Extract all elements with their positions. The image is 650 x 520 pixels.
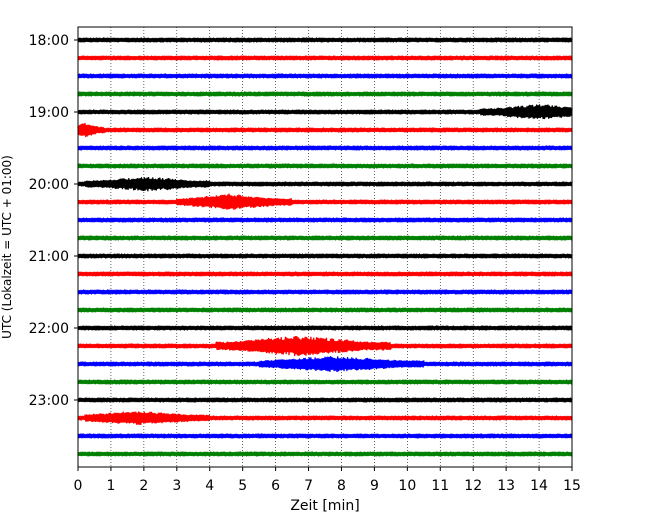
- x-tick-label: 13: [497, 478, 515, 494]
- x-tick-label: 8: [337, 478, 346, 494]
- y-axis-title: UTC (Lokalzeit = UTC + 01:00): [0, 155, 14, 339]
- trace-line: [77, 91, 573, 97]
- x-tick-label: 2: [139, 478, 148, 494]
- trace-line: [77, 145, 573, 151]
- y-axis-ticks: 18:00 19:00 20:00 21:00 22:00 23:00: [29, 33, 78, 409]
- trace-line: [77, 73, 573, 79]
- trace-line: [77, 37, 573, 43]
- trace-line: [77, 451, 573, 457]
- x-tick-label: 7: [304, 478, 313, 494]
- x-tick-label: 4: [205, 478, 214, 494]
- trace-line: [77, 356, 573, 373]
- y-tick-label: 20:00: [29, 177, 69, 193]
- trace-line: [77, 271, 573, 277]
- trace-line: [77, 253, 573, 259]
- x-tick-label: 1: [106, 478, 115, 494]
- x-tick-label: 9: [370, 478, 379, 494]
- x-tick-label: 14: [530, 478, 548, 494]
- x-tick-label: 3: [172, 478, 181, 494]
- x-tick-label: 12: [464, 478, 482, 494]
- x-tick-label: 5: [238, 478, 247, 494]
- x-tick-label: 0: [74, 478, 83, 494]
- trace-line: [77, 335, 573, 357]
- trace-line: [77, 379, 573, 385]
- y-tick-label: 23:00: [29, 393, 69, 409]
- trace-line: [77, 307, 573, 313]
- traces: [77, 37, 573, 457]
- plot-frame: [77, 26, 573, 468]
- trace-line: [77, 433, 573, 439]
- y-tick-label: 19:00: [29, 105, 69, 121]
- trace-line: [77, 411, 573, 426]
- trace-line: [77, 235, 573, 241]
- x-axis-ticks: 0 1 2 3 4 5 6 7 8 9 10 11 12 13 14 15: [74, 467, 581, 494]
- trace-line: [77, 397, 573, 403]
- trace-line: [77, 217, 573, 223]
- trace-line: [77, 163, 573, 169]
- trace-line: [77, 325, 573, 331]
- x-tick-label: 11: [431, 478, 449, 494]
- x-tick-label: 6: [271, 478, 280, 494]
- trace-line: [77, 289, 573, 295]
- trace-line: [77, 193, 573, 210]
- x-tick-label: 10: [398, 478, 416, 494]
- y-tick-label: 21:00: [29, 249, 69, 265]
- trace-line: [77, 104, 573, 120]
- y-tick-label: 22:00: [29, 321, 69, 337]
- x-axis-title: Zeit [min]: [290, 498, 359, 514]
- trace-line: [77, 55, 573, 61]
- grid-lines: [110, 27, 540, 467]
- trace-line: [77, 122, 573, 138]
- y-tick-label: 18:00: [29, 33, 69, 49]
- trace-line: [77, 177, 573, 192]
- x-tick-label: 15: [563, 478, 581, 494]
